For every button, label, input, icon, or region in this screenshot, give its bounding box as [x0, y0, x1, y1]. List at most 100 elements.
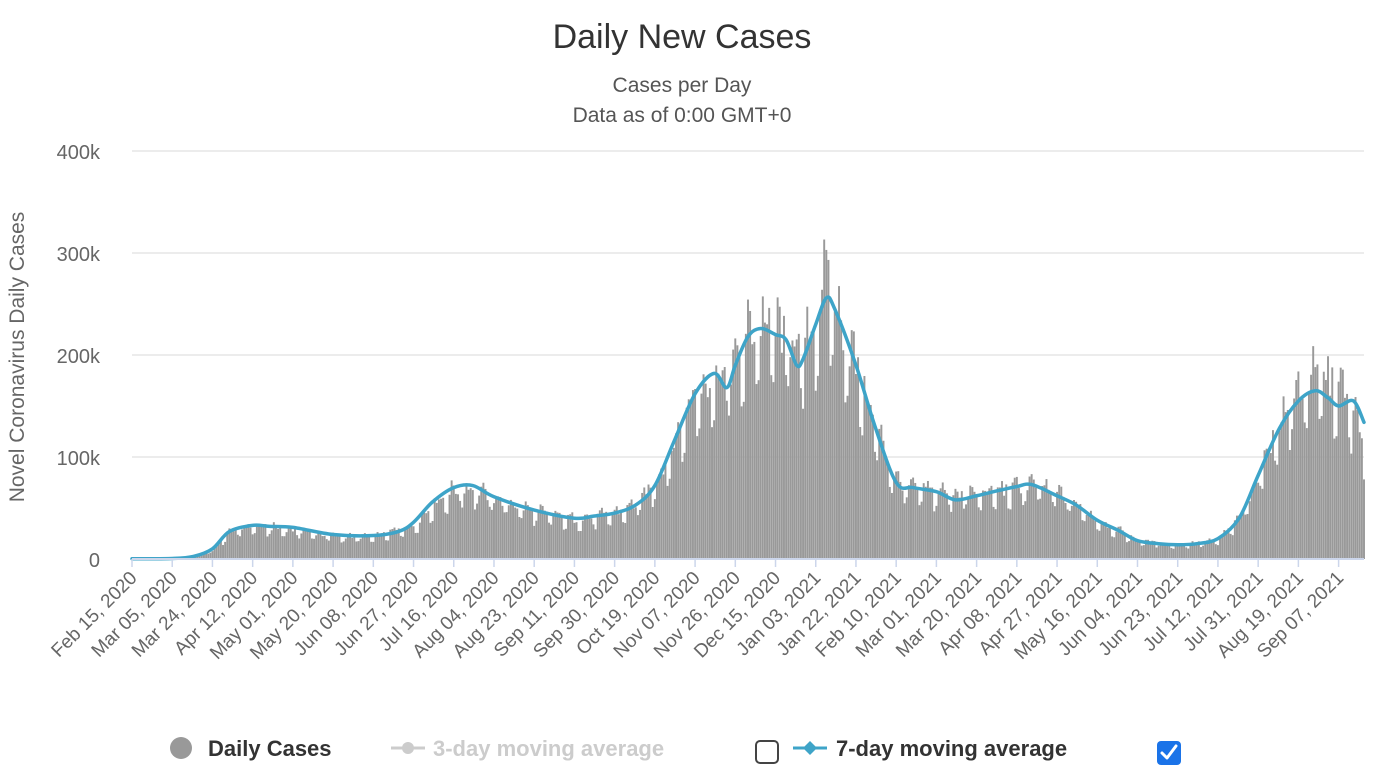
daily-case-bar — [713, 420, 715, 559]
daily-case-bar — [999, 487, 1001, 559]
daily-case-bar — [711, 427, 713, 559]
daily-case-bar — [1255, 478, 1257, 559]
daily-case-bar — [899, 482, 901, 559]
daily-case-bar — [1333, 439, 1335, 559]
daily-case-bar — [1344, 398, 1346, 559]
daily-case-bar — [533, 526, 535, 559]
seven-day-average-checkbox[interactable] — [1157, 741, 1181, 765]
daily-case-bar — [290, 528, 292, 559]
y-tick-label: 200k — [57, 346, 101, 368]
daily-case-bar — [1268, 453, 1270, 559]
daily-case-bar — [309, 531, 311, 559]
daily-case-bar — [345, 539, 347, 559]
daily-case-bar — [650, 488, 652, 559]
daily-case-bar — [1274, 461, 1276, 559]
daily-case-bar — [593, 524, 595, 559]
daily-case-bar — [1088, 513, 1090, 559]
daily-case-bar — [1128, 541, 1130, 559]
daily-case-bar — [487, 500, 489, 559]
legend-item-daily-cases[interactable]: Daily Cases — [170, 736, 332, 761]
daily-case-bar — [298, 538, 300, 559]
daily-case-bar — [959, 498, 961, 559]
daily-case-bar — [552, 516, 554, 559]
daily-case-bar — [1217, 545, 1219, 559]
daily-case-bar — [842, 350, 844, 559]
daily-case-bar — [1219, 537, 1221, 559]
daily-case-bar — [275, 525, 277, 559]
daily-case-bar — [478, 496, 480, 559]
daily-case-bar — [504, 512, 506, 559]
daily-case-bar — [1115, 532, 1117, 559]
daily-case-bar — [1029, 477, 1031, 559]
daily-case-bar — [597, 514, 599, 559]
daily-case-bar — [794, 346, 796, 559]
daily-case-bar — [931, 488, 933, 559]
daily-case-bar — [476, 504, 478, 559]
daily-case-bar — [417, 533, 419, 559]
daily-case-bar — [997, 487, 999, 559]
daily-case-bar — [783, 316, 785, 559]
daily-case-bar — [442, 498, 444, 559]
daily-case-bar — [944, 490, 946, 559]
daily-case-bar — [976, 495, 978, 559]
legend-item-3-day-average[interactable]: 3-day moving average — [391, 736, 664, 761]
daily-case-bar — [961, 491, 963, 559]
daily-case-bar — [1196, 544, 1198, 559]
daily-case-bar — [1103, 522, 1105, 559]
daily-case-bar — [1200, 547, 1202, 559]
daily-case-bar — [626, 505, 628, 559]
daily-case-bar — [1280, 422, 1282, 559]
daily-case-bar — [1230, 534, 1232, 559]
daily-case-bar — [1075, 502, 1077, 559]
daily-case-bar — [1291, 429, 1293, 559]
daily-case-bar — [1018, 488, 1020, 559]
daily-case-bar — [1257, 483, 1259, 559]
daily-case-bar — [728, 416, 730, 559]
daily-case-bar — [736, 345, 738, 559]
legend-item-7-day-average[interactable]: 7-day moving average — [793, 736, 1067, 761]
daily-case-bar — [1179, 544, 1181, 559]
daily-case-bar — [758, 380, 760, 559]
daily-case-bar — [675, 433, 677, 559]
daily-case-bar — [1319, 419, 1321, 559]
daily-case-bar — [544, 511, 546, 559]
daily-case-bar — [684, 453, 686, 559]
daily-case-bar — [461, 508, 463, 559]
daily-case-bar — [1054, 506, 1056, 559]
daily-case-bar — [779, 307, 781, 559]
daily-case-bar — [211, 551, 213, 559]
daily-case-bar — [1242, 511, 1244, 559]
daily-case-bar — [1162, 544, 1164, 559]
daily-case-bar — [933, 511, 935, 559]
daily-case-bar — [770, 375, 772, 559]
daily-case-bar — [1020, 493, 1022, 559]
daily-case-bar — [857, 357, 859, 559]
daily-case-bar — [586, 514, 588, 559]
daily-case-bar — [262, 524, 264, 559]
three-day-average-checkbox[interactable] — [756, 741, 778, 763]
y-axis-title: Novel Coronavirus Daily Cases — [6, 212, 29, 503]
daily-case-bar — [993, 507, 995, 559]
daily-case-bar — [322, 536, 324, 559]
daily-case-bar — [1183, 545, 1185, 559]
daily-case-bar — [781, 353, 783, 559]
daily-case-bar — [336, 535, 338, 559]
daily-case-bar — [1010, 509, 1012, 559]
daily-case-bar — [730, 385, 732, 559]
daily-case-bar — [485, 489, 487, 559]
daily-case-bar — [811, 332, 813, 559]
daily-case-bar — [578, 531, 580, 559]
daily-case-bar — [1316, 364, 1318, 559]
daily-case-bar — [595, 529, 597, 559]
daily-case-bar — [1287, 410, 1289, 559]
daily-case-bar — [1331, 367, 1333, 559]
daily-case-bar — [775, 333, 777, 559]
daily-case-bar — [700, 394, 702, 559]
daily-case-bar — [455, 494, 457, 559]
daily-case-bar — [1300, 400, 1302, 559]
daily-case-bar — [565, 529, 567, 559]
legend: Daily Cases 3-day moving average 7-day m… — [170, 736, 1181, 765]
daily-case-bar — [1067, 510, 1069, 560]
daily-case-bar — [1247, 514, 1249, 559]
daily-case-bar — [652, 507, 654, 559]
